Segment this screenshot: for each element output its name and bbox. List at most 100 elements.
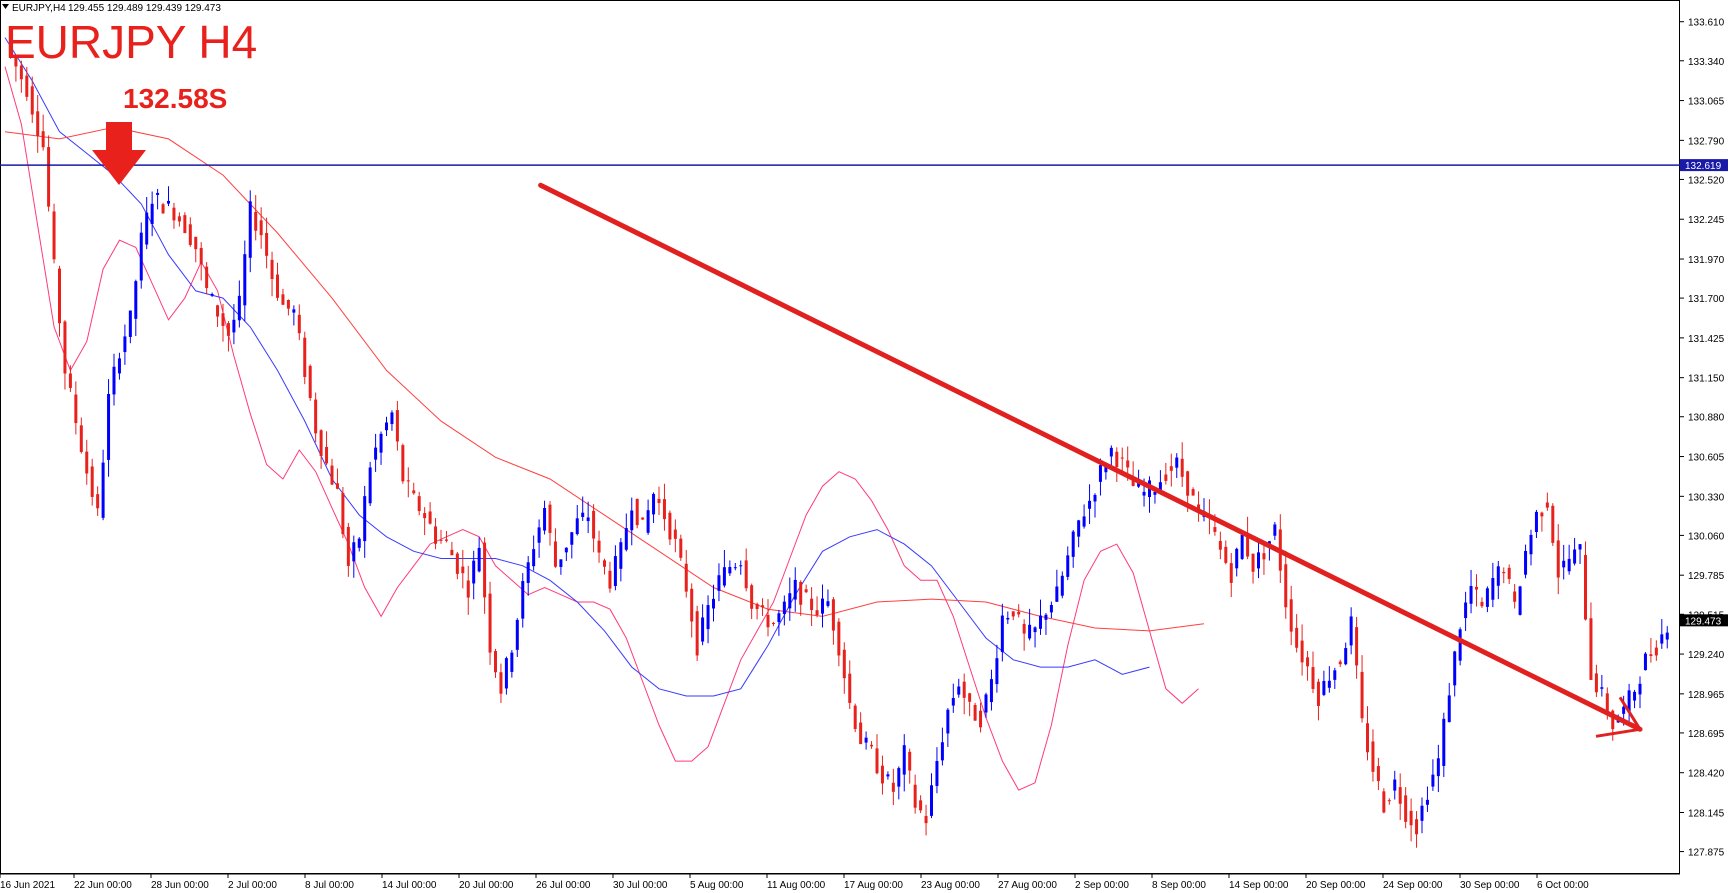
candle-body bbox=[913, 784, 917, 808]
candle-body bbox=[292, 309, 296, 313]
candle-body bbox=[281, 294, 285, 305]
candle-body bbox=[1049, 604, 1053, 613]
candle-body bbox=[1638, 683, 1642, 695]
candle-body bbox=[962, 681, 966, 698]
candle-body bbox=[897, 768, 901, 787]
candle-body bbox=[1387, 800, 1391, 802]
candle-body bbox=[935, 761, 939, 786]
candle-body bbox=[973, 704, 977, 721]
candle-body bbox=[47, 147, 51, 207]
candle-body bbox=[1529, 534, 1533, 555]
candle-body bbox=[52, 211, 56, 260]
candle-body bbox=[695, 611, 699, 656]
time-tick-label: 6 Oct 00:00 bbox=[1537, 880, 1589, 891]
candle-body bbox=[1398, 787, 1402, 804]
candle-body bbox=[946, 709, 950, 734]
candle-body bbox=[401, 445, 405, 482]
candle-body bbox=[395, 410, 399, 442]
price-tick-label: 132.520 bbox=[1688, 175, 1725, 186]
candle-body bbox=[1409, 810, 1413, 826]
candle-body bbox=[1000, 615, 1004, 652]
candle-body bbox=[1197, 504, 1201, 510]
candle-body bbox=[853, 705, 857, 729]
candle-body bbox=[733, 567, 737, 569]
candle-body bbox=[188, 224, 192, 245]
candle-body bbox=[58, 268, 61, 324]
candle-body bbox=[14, 56, 18, 67]
candle-body bbox=[690, 588, 694, 622]
candle-body bbox=[848, 673, 852, 703]
price-tick-label: 129.785 bbox=[1688, 571, 1725, 582]
candle-body bbox=[902, 745, 906, 775]
price-tick-label: 130.330 bbox=[1688, 492, 1725, 503]
candle-body bbox=[1447, 695, 1451, 723]
candle-body bbox=[167, 200, 170, 204]
candle-body bbox=[1420, 805, 1424, 821]
candle-body bbox=[90, 466, 94, 497]
menu-triangle-icon[interactable] bbox=[2, 4, 9, 9]
candle-body bbox=[1425, 799, 1429, 805]
candle-body bbox=[1300, 640, 1304, 663]
candle-body bbox=[668, 512, 672, 540]
candle-body bbox=[1371, 741, 1375, 772]
candle-body bbox=[248, 201, 252, 258]
candle-body bbox=[1404, 795, 1408, 822]
candle-body bbox=[1573, 549, 1577, 564]
candle-body bbox=[657, 498, 661, 503]
candle-body bbox=[1169, 466, 1173, 471]
sell-level-label: 132.58S bbox=[123, 83, 227, 114]
time-tick-label: 2 Sep 00:00 bbox=[1075, 880, 1129, 891]
time-tick-label: 22 Jun 00:00 bbox=[74, 880, 132, 891]
candle-body bbox=[68, 373, 72, 388]
candle-body bbox=[483, 542, 487, 598]
time-tick-label: 20 Jul 00:00 bbox=[459, 880, 514, 891]
price-tick-label: 132.245 bbox=[1688, 215, 1725, 226]
candle-body bbox=[1589, 618, 1593, 680]
candles bbox=[8, 42, 1669, 848]
candle-body bbox=[575, 518, 579, 535]
candle-body bbox=[1011, 611, 1015, 617]
candle-body bbox=[1218, 540, 1222, 550]
candle-body bbox=[450, 549, 454, 556]
candle-body bbox=[766, 614, 770, 628]
candle-body bbox=[1344, 648, 1348, 665]
candle-body bbox=[810, 598, 814, 611]
candle-body bbox=[613, 556, 617, 586]
candle-body bbox=[270, 259, 274, 280]
moving-average-line bbox=[4, 126, 1205, 632]
candle-body bbox=[183, 215, 187, 234]
candle-body bbox=[526, 562, 530, 583]
candle-body bbox=[771, 622, 775, 625]
candle-body bbox=[1578, 544, 1582, 550]
candle-body bbox=[777, 613, 781, 623]
candle-body bbox=[679, 538, 683, 558]
candle-body bbox=[1393, 779, 1397, 791]
candle-body bbox=[1164, 474, 1168, 481]
downtrend-line[interactable] bbox=[538, 182, 1643, 738]
candle-body bbox=[1436, 758, 1440, 777]
candle-body bbox=[1088, 500, 1092, 509]
candle-body bbox=[1262, 553, 1266, 560]
time-tick-label: 14 Sep 00:00 bbox=[1229, 880, 1289, 891]
candle-body bbox=[1338, 661, 1342, 665]
candle-body bbox=[673, 529, 677, 539]
candle-body bbox=[1622, 706, 1626, 714]
candle-body bbox=[553, 541, 557, 567]
candle-body bbox=[319, 430, 323, 456]
down-arrow-icon bbox=[92, 122, 146, 185]
candle-body bbox=[352, 542, 356, 562]
candle-body bbox=[499, 672, 503, 694]
candle-body bbox=[434, 526, 438, 544]
candle-body bbox=[1131, 478, 1135, 487]
candle-body bbox=[1491, 578, 1495, 600]
candle-body bbox=[662, 499, 666, 520]
chart-title: EURJPY H4 bbox=[5, 16, 257, 68]
moving-average-line bbox=[4, 37, 1150, 697]
candle-body bbox=[1126, 460, 1130, 468]
candle-body bbox=[570, 532, 574, 545]
candle-body bbox=[1518, 586, 1522, 615]
time-tick-label: 28 Jun 00:00 bbox=[151, 880, 209, 891]
candle-body bbox=[919, 800, 923, 811]
candle-body bbox=[74, 394, 78, 424]
